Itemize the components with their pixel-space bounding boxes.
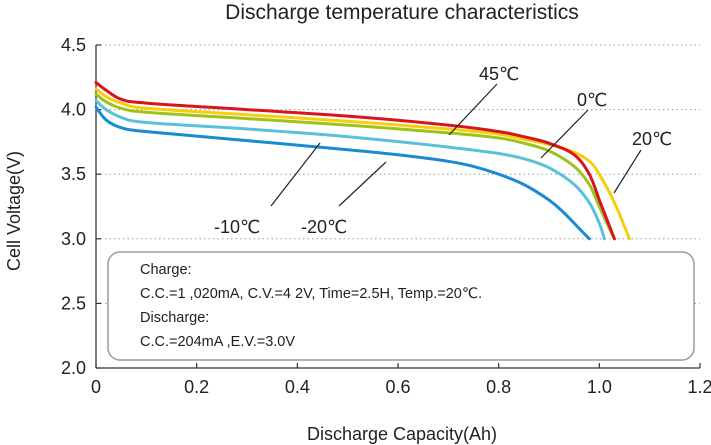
y-tick-label: 3.0 [61,229,86,249]
y-axis-label: Cell Voltage(V) [4,151,24,271]
annotation-minus20c: -20℃ [301,217,347,237]
leader-20c [613,149,642,194]
leader-45c [448,83,498,136]
y-tick-label: 4.0 [61,100,86,120]
leader-0c [540,109,589,159]
annotation-20c: 20℃ [632,129,672,149]
leader-minus10c [270,142,321,207]
x-tick-label: 0.2 [184,377,209,397]
axes [95,44,701,369]
note-discharge-label: Discharge: [140,310,209,326]
conditions-box-frame [107,251,695,361]
x-tick-label: 0.4 [285,377,310,397]
y-tick-label: 2.5 [61,293,86,313]
conditions-box: Charge: C.C.=1 ,020mA, C.V.=4 2V, Time=2… [107,251,695,361]
series-line [94,105,591,241]
y-tick-label: 2.0 [61,358,86,378]
note-charge-label: Charge: [140,262,192,278]
chart-title: Discharge temperature characteristics [225,1,579,24]
series-line [94,87,631,241]
x-tick-label: 1.2 [687,377,711,397]
note-discharge-conditions: C.C.=204mA ,E.V.=3.0V [140,334,295,350]
annotation-45c: 45℃ [479,64,519,84]
note-charge-conditions: C.C.=1 ,020mA, C.V.=4 2V, Time=2.5H, Tem… [140,286,482,302]
x-tick-label: 0.6 [385,377,410,397]
series-line [94,99,606,241]
y-tick-labels: 2.0 2.5 3.0 3.5 4.0 4.5 [61,35,86,378]
y-tick-label: 3.5 [61,164,86,184]
x-tick-labels: 0 0.2 0.4 0.6 0.8 1.0 1.2 [91,377,711,397]
x-tick-label: 1.0 [587,377,612,397]
series-lines [94,81,631,241]
series-line [94,81,616,241]
series-line [94,92,616,241]
x-tick-label: 0.8 [486,377,511,397]
y-tick-label: 4.5 [61,35,86,55]
x-axis-label: Discharge Capacity(Ah) [307,424,497,444]
annotation-minus10c: -10℃ [214,217,260,237]
annotation-0c: 0℃ [577,90,607,110]
annotation-leaders [270,83,642,207]
leader-minus20c [338,161,387,207]
x-tick-label: 0 [91,377,101,397]
